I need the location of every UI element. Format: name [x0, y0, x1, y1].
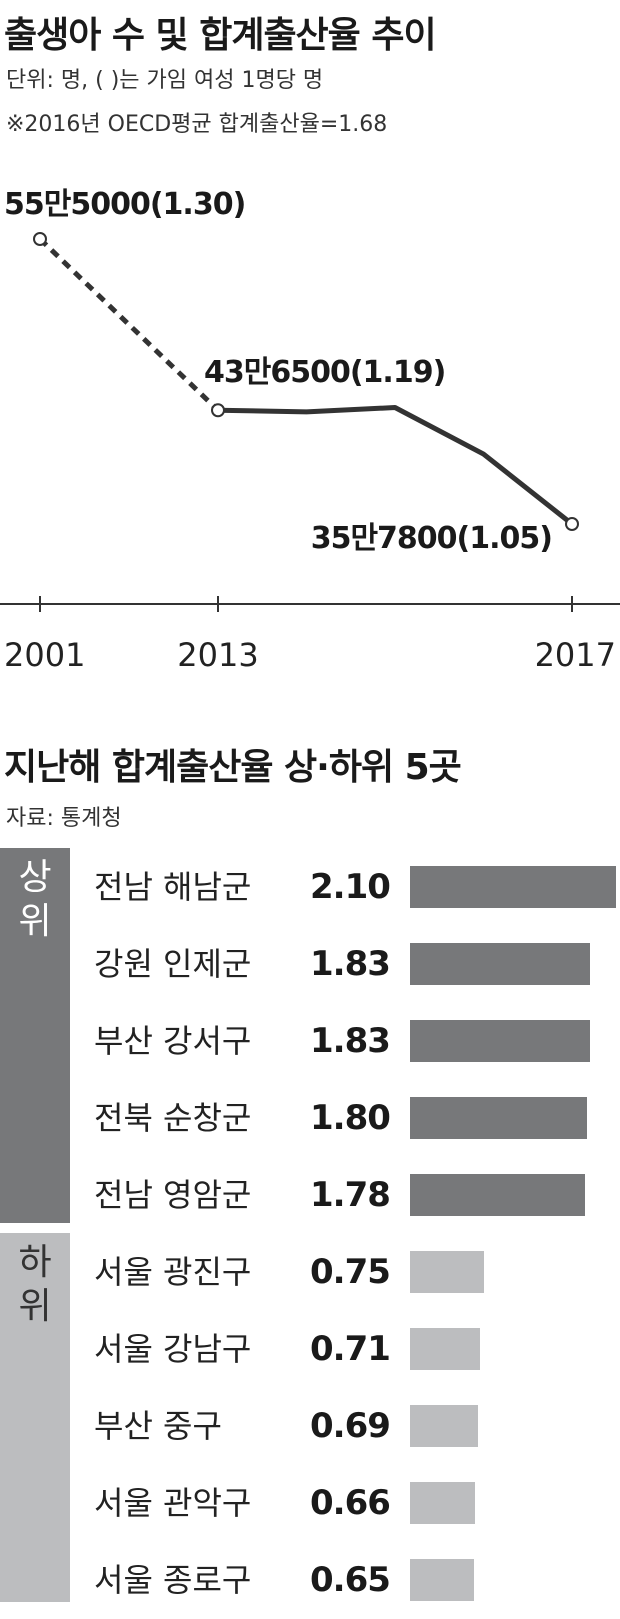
unit-note: 단위: 명, ( )는 가임 여성 1명당 명 — [6, 68, 324, 93]
group-label-bottom: 하 위 — [0, 1233, 70, 1602]
bar-row: 강원 인제군 1.83 — [0, 925, 620, 1003]
group-label-bottom-char-2: 위 — [18, 1286, 52, 1327]
bar-category-label: 부산 중구 — [94, 1407, 222, 1445]
bar-chart-source: 자료: 통계청 — [6, 806, 122, 831]
group-label-top: 상 위 — [0, 848, 70, 1223]
bar-row: 전남 영암군 1.78 — [0, 1156, 620, 1234]
series-line-dashed — [38, 237, 220, 413]
x-tick-label-2001: 2001 — [4, 636, 85, 674]
bar-row: 서울 광진구 0.75 — [0, 1233, 620, 1311]
bar-category-label: 서울 광진구 — [94, 1253, 252, 1291]
bar-row: 서울 관악구 0.66 — [0, 1464, 620, 1542]
bar — [410, 1405, 478, 1447]
chart-title: 출생아 수 및 합계출산율 추이 — [4, 15, 437, 56]
bar — [410, 1559, 474, 1601]
bar-row: 전북 순창군 1.80 — [0, 1079, 620, 1157]
bar-value-label: 0.71 — [310, 1329, 391, 1369]
series-line-solid — [217, 405, 574, 526]
bar-category-label: 서울 종로구 — [94, 1561, 252, 1599]
line-chart: 2001 2013 2017 55만5000(1.30) 43만6500(1.19) 35… — [0, 187, 620, 674]
point-2017 — [565, 517, 579, 531]
bar-value-label: 1.80 — [310, 1098, 391, 1138]
oecd-note: ※2016년 OECD평균 합계출산율=1.68 — [6, 112, 388, 137]
bar-category-label: 전남 영암군 — [94, 1176, 252, 1214]
bar — [410, 1020, 590, 1062]
bar — [410, 1251, 484, 1293]
bar — [410, 1482, 475, 1524]
bar-row: 서울 강남구 0.71 — [0, 1310, 620, 1388]
bar-value-label: 1.83 — [310, 944, 391, 984]
point-2013 — [211, 403, 225, 418]
data-label-2017: 35만7800(1.05) — [311, 521, 552, 556]
bar-chart-title: 지난해 합계출산율 상·하위 5곳 — [4, 747, 462, 788]
group-label-bottom-char-1: 하 — [18, 1242, 52, 1283]
bar-category-label: 전남 해남군 — [94, 868, 252, 906]
bar-category-label: 전북 순창군 — [94, 1099, 252, 1137]
bar-category-label: 강원 인제군 — [94, 945, 252, 983]
bar-category-label: 서울 강남구 — [94, 1330, 252, 1368]
bar-row: 서울 종로구 0.65 — [0, 1541, 620, 1619]
bar — [410, 866, 616, 908]
x-tick-label-2013: 2013 — [177, 636, 258, 674]
bar-row: 부산 강서구 1.83 — [0, 1002, 620, 1080]
group-label-top-char-1: 상 — [18, 857, 52, 898]
bar-value-label: 0.65 — [310, 1560, 391, 1600]
bar — [410, 1174, 585, 1216]
bar — [410, 943, 590, 985]
bar-value-label: 0.75 — [310, 1252, 391, 1292]
bar-category-label: 서울 관악구 — [94, 1484, 252, 1522]
point-2001 — [33, 232, 47, 246]
bar-row: 부산 중구 0.69 — [0, 1387, 620, 1465]
bar-value-label: 0.69 — [310, 1406, 391, 1446]
data-label-2013: 43만6500(1.19) — [204, 355, 445, 390]
bar — [410, 1328, 480, 1370]
bar — [410, 1097, 587, 1139]
data-label-2001: 55만5000(1.30) — [4, 187, 245, 222]
bar-value-label: 1.83 — [310, 1021, 391, 1061]
bar-category-label: 부산 강서구 — [94, 1022, 252, 1060]
bar-value-label: 0.66 — [310, 1483, 391, 1523]
bar-value-label: 1.78 — [310, 1175, 391, 1215]
group-label-top-char-2: 위 — [18, 901, 52, 942]
bar-value-label: 2.10 — [310, 867, 391, 907]
x-tick-label-2017: 2017 — [535, 636, 616, 674]
bar-row: 전남 해남군 2.10 — [0, 848, 620, 926]
